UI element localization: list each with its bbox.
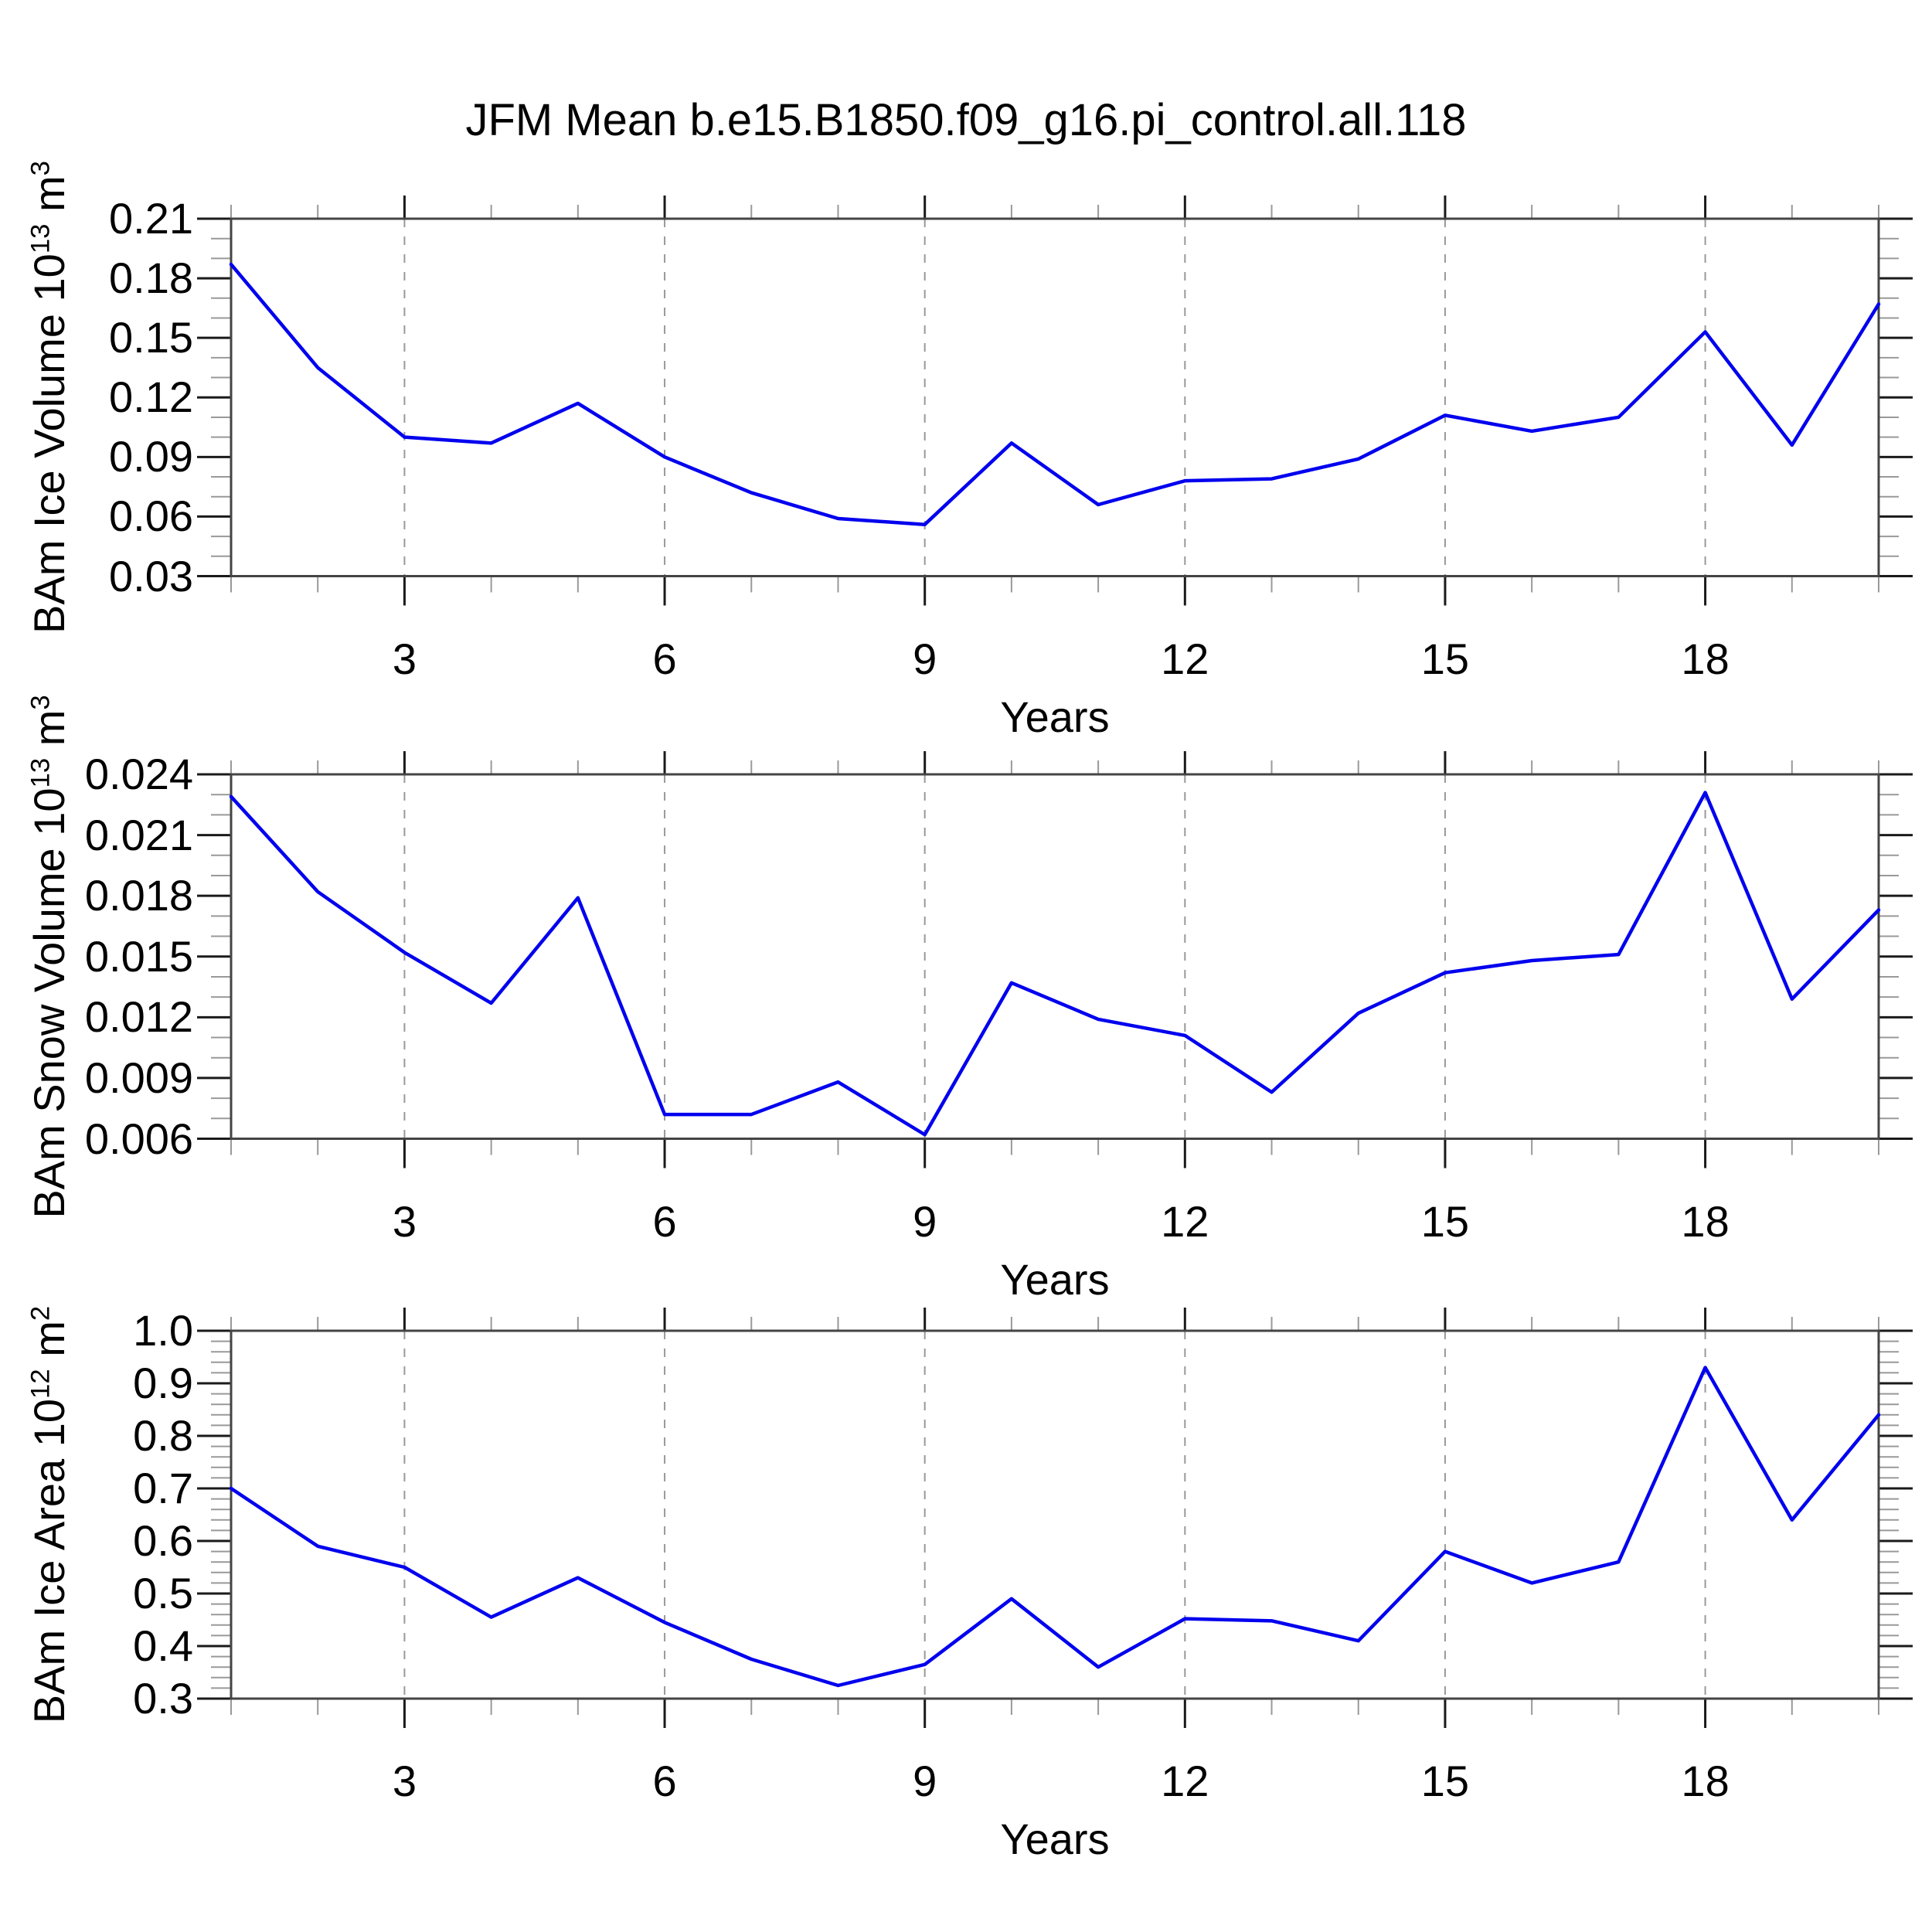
plot-frame [230,773,1880,1140]
y-tick-label: 0.9 [133,1359,193,1407]
y-tick-label: 0.06 [109,492,193,541]
y-tick-label: 0.7 [133,1464,193,1512]
y-tick-label: 0.5 [133,1569,193,1617]
x-tick-label: 6 [652,634,677,683]
x-tick-label: 3 [392,1757,417,1805]
plot-frame [230,217,1880,577]
y-tick-label: 0.6 [133,1516,193,1565]
x-tick-label: 18 [1681,634,1730,683]
y-tick-label: 0.12 [109,372,193,422]
y-tick-label: 0.015 [84,931,193,981]
x-tick-label: 18 [1681,1757,1730,1805]
x-tick-label: 3 [392,634,417,683]
y-tick-label: 1.0 [133,1306,193,1355]
y-tick-label: 0.018 [84,871,193,920]
y-tick-label: 0.8 [133,1411,193,1460]
x-tick-label: 6 [652,1757,677,1805]
plot-frame [230,1329,1880,1700]
y-tick-label: 0.024 [84,750,193,798]
x-tick-label: 6 [652,1196,677,1246]
x-tick-label: 9 [913,634,937,683]
x-tick-label: 15 [1420,1196,1470,1246]
y-tick-label: 0.006 [84,1114,193,1163]
y-tick-label: 0.09 [109,432,193,481]
x-axis-title-years: Years [1000,692,1110,741]
x-tick-label: 18 [1681,1196,1730,1246]
x-axis-title-years: Years [1000,1254,1110,1304]
ice-volume-plot [197,196,1913,606]
y-tick-label: 0.012 [84,992,193,1042]
x-tick-label: 3 [392,1196,417,1246]
y-tick-label: 0.15 [109,313,193,362]
y-tick-label: 0.21 [109,194,193,243]
data-series-line [229,262,1881,526]
ice-area-y-axis-title: BAm Ice Area 1012 m2 [24,1305,73,1724]
data-series-line [229,791,1881,1137]
ice-area-plot [197,1308,1913,1728]
x-tick-label: 15 [1420,1757,1470,1805]
y-tick-label: 0.021 [84,810,193,859]
x-tick-label: 12 [1161,1196,1209,1246]
chart-title: JFM Mean b.e15.B1850.f09_g16.pi_control.… [465,95,1467,145]
x-tick-label: 12 [1161,634,1209,683]
y-tick-label: 0.03 [109,551,193,600]
y-tick-label: 0.009 [84,1053,193,1102]
y-tick-label: 0.3 [133,1674,193,1723]
x-tick-label: 12 [1161,1757,1209,1805]
x-axis-title-years: Years [1000,1815,1110,1863]
y-tick-label: 0.4 [133,1621,193,1670]
x-tick-label: 9 [913,1757,937,1805]
x-tick-label: 15 [1420,634,1470,683]
data-series-line [229,1366,1881,1688]
y-tick-label: 0.18 [109,253,193,303]
x-tick-label: 9 [913,1196,937,1246]
snow-volume-plot [197,751,1913,1168]
